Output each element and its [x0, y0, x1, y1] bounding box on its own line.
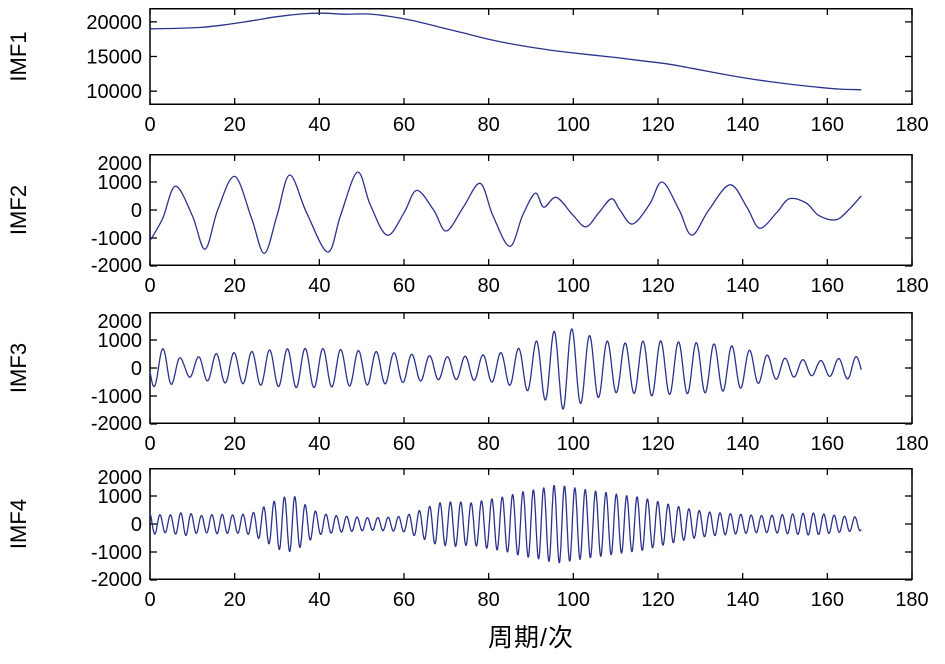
imf1-ylabel: IMF1 — [6, 31, 31, 81]
imf3-ylabel: IMF3 — [6, 343, 31, 393]
y-tick-label: 1000 — [98, 330, 143, 352]
plot-border — [149, 154, 913, 266]
imf3-line — [149, 328, 862, 410]
imf3-canvas: 0 20 40 60 80 100 120 140 160 180 -2000 -1000 0 10002… — [6, 312, 929, 455]
y-tick-label: 10000 — [86, 81, 142, 103]
y-tick-label: -1000 — [91, 228, 142, 250]
x-tick-label: 20 — [224, 433, 246, 455]
x-tick-label: 40 — [308, 433, 330, 455]
plot-border — [149, 468, 913, 580]
y-tick-label: -2000 — [91, 255, 142, 277]
x-tick-label: 160 — [811, 114, 844, 136]
x-tick-label: 60 — [393, 433, 415, 455]
imf4-subplot: 0 20 40 60 80 100 120 140 160 180 -2000 -1000 0 1000 2… — [0, 468, 945, 616]
imf2-ylabel: IMF2 — [6, 185, 31, 235]
x-tick-label: 40 — [308, 275, 330, 297]
imf2-line — [149, 171, 862, 255]
x-tick-label: 80 — [478, 114, 500, 136]
x-tick-label: 80 — [478, 275, 500, 297]
x-axis-title: 周期/次 — [488, 624, 574, 652]
x-tick-label: 180 — [895, 275, 928, 297]
x-tick-label: 60 — [393, 589, 415, 611]
x-tick-label: 160 — [811, 275, 844, 297]
x-tick-label: 80 — [478, 433, 500, 455]
y-tick-label: 1000 — [98, 172, 143, 194]
y-tick-label: 0 — [131, 200, 142, 222]
x-tick-label: 140 — [726, 114, 759, 136]
x-tick-label: 80 — [478, 589, 500, 611]
x-tick-label: 120 — [641, 589, 674, 611]
x-tick-label: 160 — [811, 433, 844, 455]
x-tick-label: 100 — [557, 589, 590, 611]
plot-border — [149, 8, 913, 105]
x-tick-label: 140 — [726, 275, 759, 297]
y-tick-label: -2000 — [91, 413, 142, 435]
y-tick-label: 1000 — [98, 486, 143, 508]
x-tick-label: 40 — [308, 589, 330, 611]
x-tick-label: 60 — [393, 114, 415, 136]
x-tick-label: 100 — [557, 114, 590, 136]
imf4-canvas: 0 20 40 60 80 100 120 140 160 180 -2000 -1000 0 10002… — [6, 468, 929, 611]
y-tick-label: 2000 — [98, 468, 143, 489]
plot-border — [149, 312, 913, 424]
x-tick-label: 0 — [144, 114, 155, 136]
x-tick-label: 180 — [895, 589, 928, 611]
x-tick-label: 140 — [726, 589, 759, 611]
x-tick-label: 100 — [557, 275, 590, 297]
imf3-subplot: 0 20 40 60 80 100 120 140 160 180 -2000 -1000 0 1000 2… — [0, 312, 945, 460]
x-tick-label: 180 — [895, 114, 928, 136]
imf4-line — [149, 484, 862, 564]
y-tick-label: -1000 — [91, 542, 142, 564]
y-tick-label: -1000 — [91, 386, 142, 408]
x-tick-label: 20 — [224, 275, 246, 297]
imf1-subplot: 0 20 40 60 80 100 120 140 160 180 10000 15000 20000 I… — [0, 8, 945, 141]
y-tick-label: 20000 — [86, 12, 142, 34]
y-tick-label: 15000 — [86, 47, 142, 69]
x-tick-label: 40 — [308, 114, 330, 136]
imf1-canvas: 0 20 40 60 80 100 120 140 160 180 10000 15000 20000 I… — [6, 8, 929, 136]
x-tick-label: 120 — [641, 275, 674, 297]
x-tick-label: 140 — [726, 433, 759, 455]
y-tick-label: -2000 — [91, 569, 142, 591]
x-tick-label: 100 — [557, 433, 590, 455]
x-tick-label: 0 — [144, 589, 155, 611]
y-tick-label: 0 — [131, 358, 142, 380]
imf2-canvas: 0 20 40 60 80 100 120 140 160 180 -2000 -1000 0 10002… — [6, 154, 929, 297]
imf4-ylabel: IMF4 — [6, 499, 31, 549]
x-tick-label: 120 — [641, 433, 674, 455]
y-tick-label: 2000 — [98, 312, 143, 333]
x-tick-label: 120 — [641, 114, 674, 136]
x-tick-label: 180 — [895, 433, 928, 455]
x-tick-label: 20 — [224, 114, 246, 136]
y-tick-label: 0 — [131, 514, 142, 536]
y-tick-label: 2000 — [98, 154, 143, 175]
x-tick-label: 0 — [144, 275, 155, 297]
x-tick-label: 160 — [811, 589, 844, 611]
x-tick-label: 60 — [393, 275, 415, 297]
x-tick-label: 0 — [144, 433, 155, 455]
imf1-line — [149, 12, 862, 91]
x-tick-label: 20 — [224, 589, 246, 611]
imf2-subplot: 0 20 40 60 80 100 120 140 160 180 -2000 -1000 0 1000 2… — [0, 154, 945, 302]
